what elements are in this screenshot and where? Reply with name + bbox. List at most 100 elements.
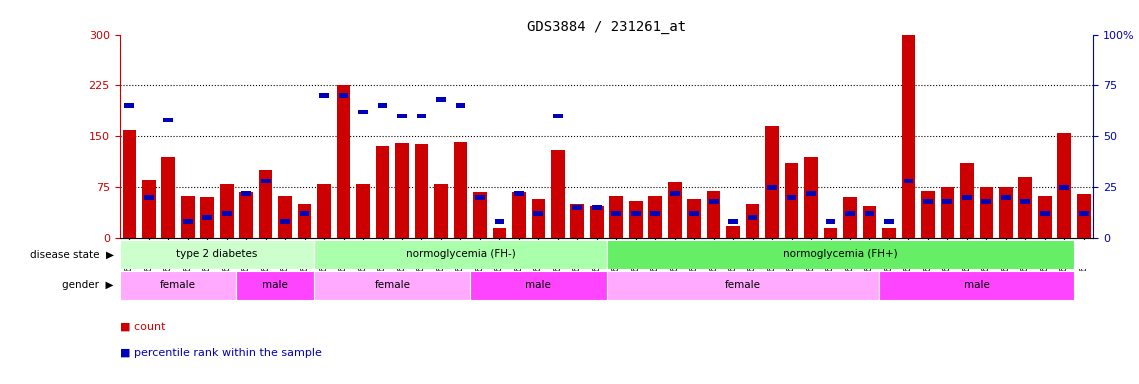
Bar <box>1057 133 1071 238</box>
Bar <box>882 228 895 238</box>
Bar <box>826 219 835 224</box>
Bar <box>415 144 428 238</box>
Bar <box>609 196 623 238</box>
Bar <box>314 271 470 300</box>
Bar <box>319 93 329 98</box>
Bar <box>941 187 954 238</box>
Bar <box>470 271 607 300</box>
Bar <box>456 103 466 108</box>
Bar <box>631 211 640 216</box>
Bar <box>357 184 370 238</box>
Bar <box>492 228 506 238</box>
Bar <box>670 191 680 196</box>
Bar <box>552 114 563 118</box>
Title: GDS3884 / 231261_at: GDS3884 / 231261_at <box>527 20 686 33</box>
Bar <box>727 226 740 238</box>
Bar <box>203 215 212 220</box>
Bar <box>728 219 738 224</box>
Bar <box>1076 194 1090 238</box>
Bar <box>261 179 271 184</box>
Bar <box>551 150 565 238</box>
Bar <box>200 197 214 238</box>
Bar <box>902 35 916 238</box>
Text: female: female <box>724 280 761 290</box>
Bar <box>453 142 467 238</box>
Bar <box>607 240 1074 269</box>
Bar <box>845 211 855 216</box>
Bar <box>378 103 387 108</box>
Bar <box>687 199 700 238</box>
Bar <box>318 184 331 238</box>
Bar <box>667 182 681 238</box>
Bar <box>237 271 314 300</box>
Text: disease state  ▶: disease state ▶ <box>30 249 114 260</box>
Bar <box>708 199 719 204</box>
Bar <box>862 205 876 238</box>
Text: ■ percentile rank within the sample: ■ percentile rank within the sample <box>120 348 321 358</box>
Bar <box>434 184 448 238</box>
Bar <box>746 204 760 238</box>
Bar <box>241 191 251 196</box>
Bar <box>879 271 1074 300</box>
Bar <box>163 118 173 122</box>
Text: male: male <box>964 280 990 290</box>
Bar <box>142 180 156 238</box>
Bar <box>124 103 134 108</box>
Bar <box>239 192 253 238</box>
Bar <box>417 114 426 118</box>
Text: type 2 diabetes: type 2 diabetes <box>177 249 257 260</box>
Bar <box>123 129 137 238</box>
Bar <box>181 196 195 238</box>
Bar <box>884 219 894 224</box>
Bar <box>1018 177 1032 238</box>
Bar <box>1040 211 1050 216</box>
Bar <box>573 205 582 210</box>
Bar <box>314 240 607 269</box>
Bar <box>629 201 642 238</box>
Bar <box>1021 199 1030 204</box>
Bar <box>183 219 192 224</box>
Bar <box>398 114 407 118</box>
Text: male: male <box>525 280 551 290</box>
Bar <box>747 215 757 220</box>
Bar <box>648 196 662 238</box>
Bar <box>144 195 154 200</box>
Bar <box>787 195 796 200</box>
Text: female: female <box>159 280 196 290</box>
Bar <box>220 184 233 238</box>
Bar <box>962 195 972 200</box>
Bar <box>300 211 310 216</box>
Text: normoglycemia (FH-): normoglycemia (FH-) <box>405 249 515 260</box>
Bar <box>960 164 974 238</box>
Bar <box>337 86 351 238</box>
Bar <box>280 219 290 224</box>
Bar <box>532 199 546 238</box>
Bar <box>804 157 818 238</box>
Bar <box>475 195 485 200</box>
Bar <box>650 211 661 216</box>
Bar <box>843 197 857 238</box>
Bar <box>259 170 272 238</box>
Bar <box>999 187 1013 238</box>
Bar <box>590 205 604 238</box>
Bar <box>494 219 505 224</box>
Bar <box>806 191 816 196</box>
Bar <box>612 211 621 216</box>
Bar <box>338 93 349 98</box>
Bar <box>785 164 798 238</box>
Bar <box>982 199 991 204</box>
Text: male: male <box>262 280 288 290</box>
Bar <box>395 143 409 238</box>
Text: female: female <box>375 280 410 290</box>
Bar <box>297 204 311 238</box>
Bar <box>120 240 314 269</box>
Bar <box>707 190 721 238</box>
Bar <box>768 185 777 190</box>
Text: ■ count: ■ count <box>120 321 165 331</box>
Bar <box>1001 195 1010 200</box>
Bar <box>1079 211 1089 216</box>
Bar <box>607 271 879 300</box>
Bar <box>222 211 231 216</box>
Bar <box>823 228 837 238</box>
Bar <box>903 179 913 184</box>
